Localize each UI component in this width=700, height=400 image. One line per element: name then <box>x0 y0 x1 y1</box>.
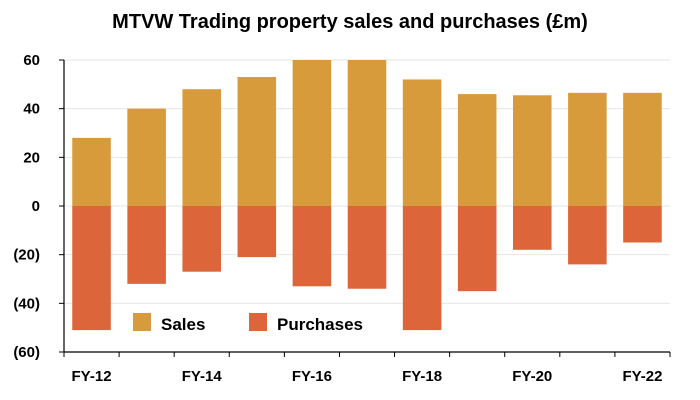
bar-purchases <box>292 206 332 287</box>
bar-purchases <box>457 206 497 292</box>
bar-sales <box>72 137 111 206</box>
bar-purchases <box>623 206 662 243</box>
bar-sales <box>292 60 332 206</box>
bar-sales <box>402 79 442 206</box>
x-tick-label: FY-20 <box>512 368 552 385</box>
x-tick-label: FY-12 <box>72 368 112 385</box>
bar-sales <box>623 92 662 206</box>
legend-swatch-purchases <box>249 313 267 331</box>
x-tick-label: FY-16 <box>292 368 332 385</box>
y-tick-label: 40 <box>23 101 40 118</box>
bar-purchases <box>182 206 222 272</box>
x-tick-label: FY-18 <box>402 368 442 385</box>
bar-purchases <box>512 206 552 250</box>
y-tick-label: (60) <box>13 344 40 361</box>
bar-purchases <box>402 206 442 331</box>
y-axis-ticks: 60 40 20 0 (20) (40) (60) <box>13 52 64 361</box>
legend-label-purchases: Purchases <box>277 315 363 334</box>
bar-sales <box>347 60 387 206</box>
bar-sales <box>568 92 607 206</box>
bar-purchases <box>568 206 607 265</box>
bar-purchases <box>127 206 166 284</box>
bars <box>72 60 662 331</box>
x-axis-ticks: FY-12 FY-14 FY-16 FY-18 FY-20 FY-22 <box>63 352 671 385</box>
bar-purchases <box>72 206 111 331</box>
bar-purchases <box>347 206 387 289</box>
legend: Sales Purchases <box>133 313 363 334</box>
bar-purchases <box>237 206 277 258</box>
x-tick-label: FY-22 <box>622 368 662 385</box>
bar-sales <box>127 108 166 206</box>
x-tick-label: FY-14 <box>182 368 223 385</box>
y-tick-label: 60 <box>23 52 40 69</box>
y-tick-label: (40) <box>13 295 40 312</box>
y-tick-label: (20) <box>13 247 40 264</box>
legend-swatch-sales <box>133 313 151 331</box>
y-tick-label: 0 <box>32 198 40 215</box>
bar-sales <box>237 77 277 207</box>
bar-sales <box>512 95 552 206</box>
chart-title: MTVW Trading property sales and purchase… <box>112 11 588 33</box>
y-tick-label: 20 <box>23 149 40 166</box>
legend-label-sales: Sales <box>161 315 205 334</box>
bar-sales <box>457 94 497 206</box>
bar-sales <box>182 89 222 206</box>
